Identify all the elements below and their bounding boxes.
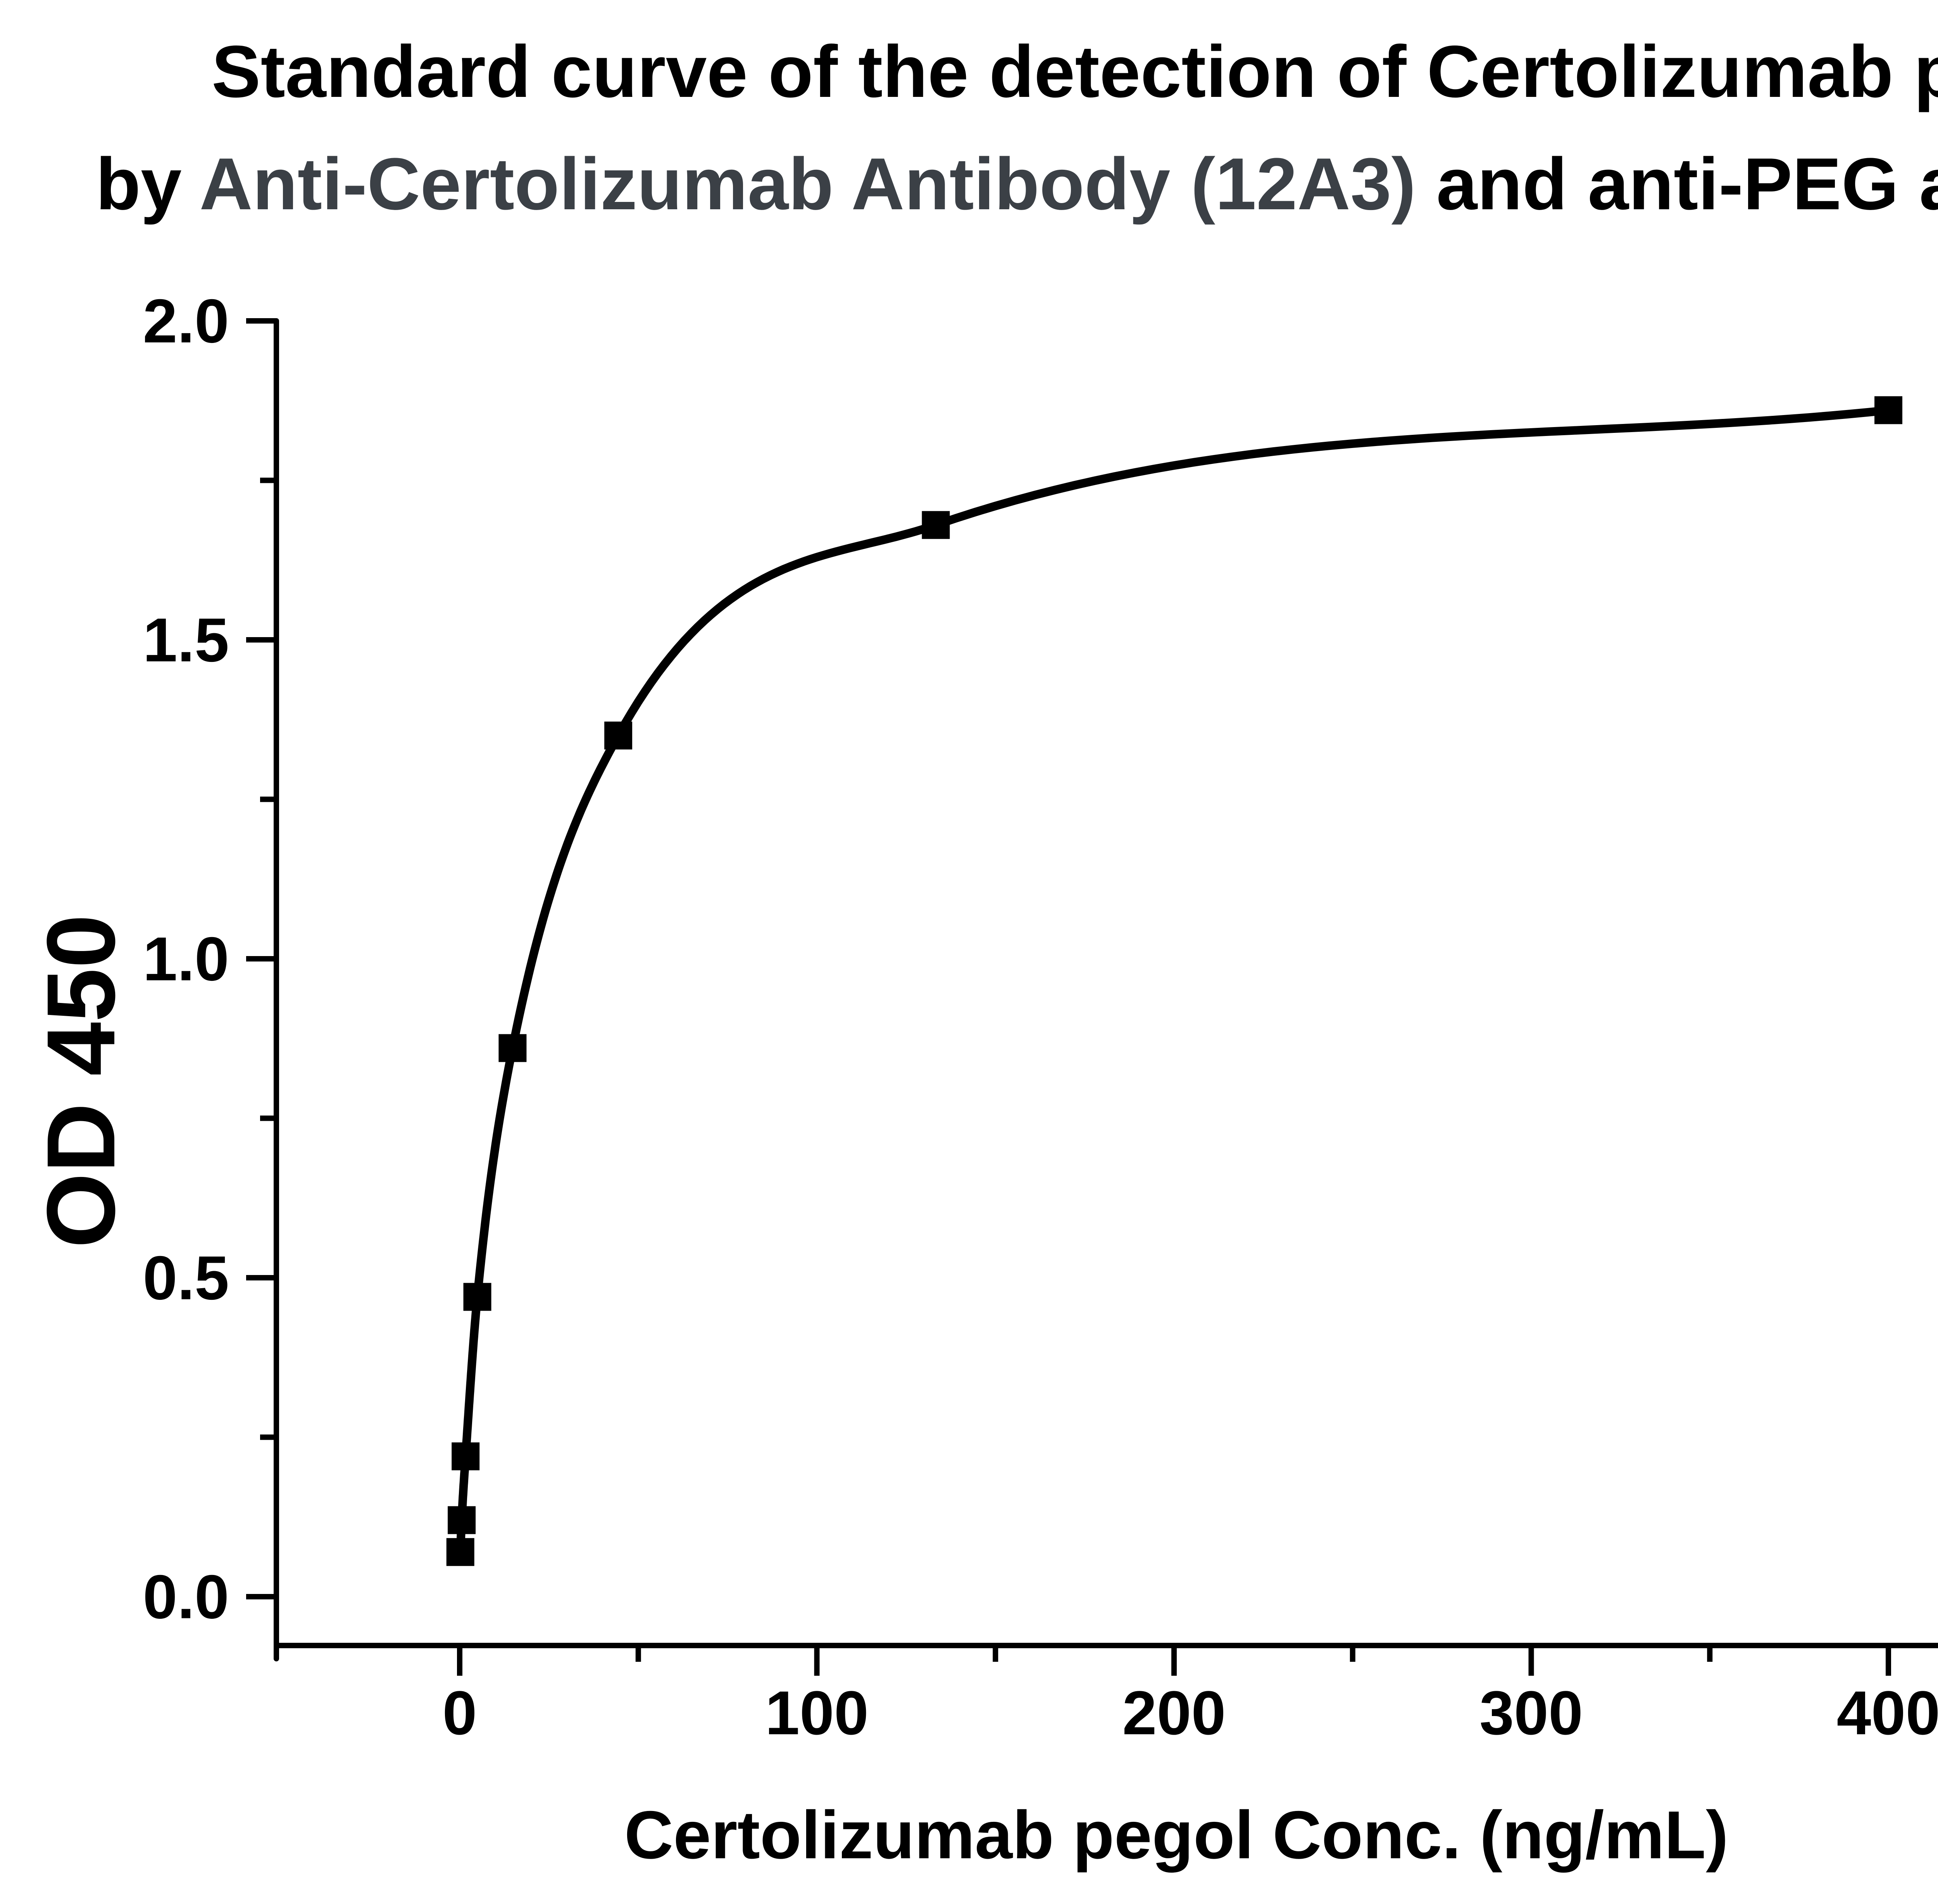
data-point-marker [448,1506,476,1534]
x-tick-label: 200 [1122,1678,1226,1747]
fit-curve [456,406,1889,1552]
x-tick-label: 0 [443,1678,477,1747]
x-tick-label: 400 [1837,1678,1938,1747]
data-point-markers [446,396,1902,1566]
y-tick-label: 1.0 [143,924,229,994]
y-axis-ticks [246,318,276,1599]
data-point-marker [498,1034,527,1062]
data-point-marker [452,1442,480,1470]
x-tick-label: 100 [765,1678,869,1747]
data-point-marker [604,721,633,750]
chart-title-antibody-highlight: Anti-Certolizumab Antibody (12A3) [199,143,1416,225]
data-point-marker [922,511,950,539]
y-axis-tick-labels: 0.0 0.5 1.0 1.5 2.0 [143,286,229,1632]
chart-title-line-2-suffix: and anti-PEG antibody [1416,143,1938,225]
x-axis-tick-labels: 0 100 200 300 400 [443,1678,1938,1747]
y-tick-label: 1.5 [143,605,229,675]
data-point-marker [446,1538,474,1566]
x-axis-title: Certolizumab pegol Conc. (ng/mL) [624,1797,1729,1873]
y-tick-label: 2.0 [143,286,229,356]
x-axis-ticks [457,1646,1891,1676]
chart-title-line-2: by Anti-Certolizumab Antibody (12A3) and… [96,143,1938,225]
y-tick-label: 0.5 [143,1243,229,1313]
data-point-marker [463,1283,491,1311]
data-point-marker [1874,396,1902,424]
chart-title-line-1: Standard curve of the detection of Certo… [212,31,1938,113]
y-tick-label: 0.0 [143,1562,229,1632]
y-axis-title: OD 450 [27,914,135,1248]
x-tick-label: 300 [1479,1678,1583,1747]
chart-title-line-2-prefix: by [96,143,199,225]
